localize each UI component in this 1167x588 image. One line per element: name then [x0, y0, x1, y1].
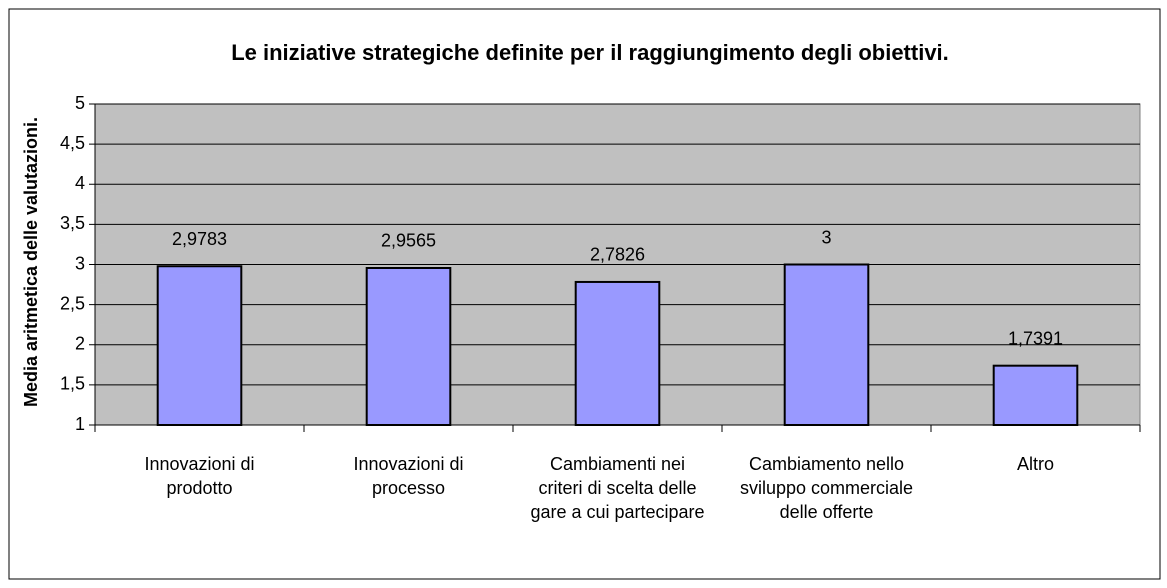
bar [574, 280, 661, 426]
y-tick-label: 4 [75, 173, 85, 193]
x-tick-label: Cambiamento nello sviluppo commerciale d… [739, 454, 914, 522]
chart-title: Le iniziative strategiche definite per i… [231, 40, 949, 65]
data-label: 2,7826 [590, 245, 645, 265]
data-label: 2,9783 [172, 229, 227, 249]
y-axis-label: Media aritmetica delle valutazioni. [21, 117, 41, 407]
x-tick-label: Cambiamenti nei criteri di scelta delle … [530, 454, 705, 522]
y-tick-label: 2 [75, 334, 85, 354]
y-tick-label: 3,5 [60, 213, 85, 233]
x-tick-label: Altro [1016, 454, 1054, 474]
y-tick-label: 5 [75, 93, 85, 113]
data-label: 2,9565 [381, 231, 436, 251]
data-label: 3 [821, 227, 831, 247]
x-tick-label: Innovazioni di processo [353, 454, 464, 498]
bar [365, 266, 452, 426]
y-tick-label: 4,5 [60, 133, 85, 153]
x-tick-label: Innovazioni di prodotto [144, 454, 255, 498]
bar [783, 263, 870, 426]
y-tick-label: 2,5 [60, 293, 85, 313]
data-label: 1,7391 [1008, 328, 1063, 348]
bar [992, 364, 1079, 426]
y-tick-label: 1 [75, 414, 85, 434]
y-tick-label: 3 [75, 253, 85, 273]
bar [156, 265, 243, 426]
y-tick-label: 1,5 [60, 374, 85, 394]
